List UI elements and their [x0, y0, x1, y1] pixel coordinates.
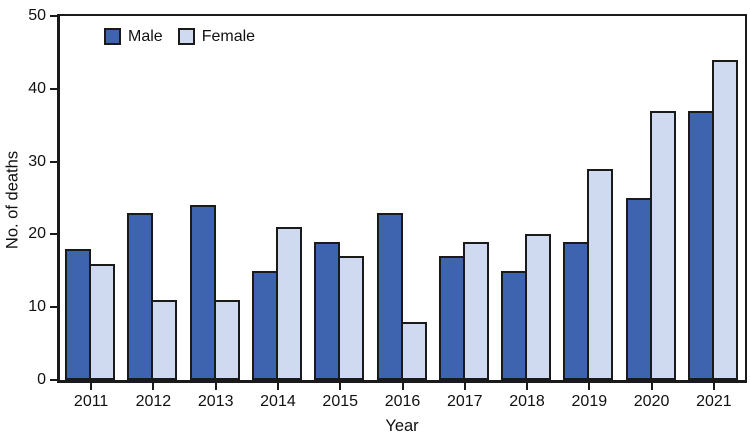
bar-female-2013: [213, 300, 240, 380]
y-tick: [50, 87, 57, 90]
y-tick: [50, 379, 57, 381]
bar-male-2012: [127, 213, 154, 380]
x-tick: [712, 383, 715, 390]
x-tick-label: 2012: [135, 393, 172, 410]
y-tick-label: 20: [28, 225, 46, 243]
bar-female-2019: [587, 169, 614, 380]
y-tick-label: 50: [28, 7, 46, 24]
y-tick: [50, 233, 57, 236]
x-tick: [152, 383, 155, 390]
x-tick-label: 2016: [384, 393, 421, 410]
x-tick: [463, 383, 466, 390]
bar-female-2018: [525, 234, 552, 380]
x-tick-label: 2017: [446, 393, 483, 410]
y-tick: [50, 15, 57, 17]
legend-item-male: Male: [104, 28, 163, 45]
bar-female-2015: [338, 256, 365, 380]
y-tick-label: 30: [28, 152, 46, 170]
bar-male-2017: [438, 256, 465, 380]
x-tick: [588, 383, 591, 390]
bar-male-2020: [625, 198, 652, 380]
x-tick: [401, 383, 404, 390]
bar-male-2011: [65, 249, 92, 380]
x-tick-label: 2014: [260, 393, 296, 410]
x-tick: [339, 383, 342, 390]
x-tick-label: 2011: [73, 393, 109, 410]
x-tick: [276, 383, 279, 390]
bar-male-2014: [251, 271, 278, 380]
bar-male-2015: [314, 242, 341, 380]
male-series-swatch: [104, 28, 121, 45]
bar-female-2017: [462, 242, 489, 380]
x-axis-title: Year: [385, 417, 419, 435]
x-tick-label: 2013: [197, 393, 234, 410]
legend-label-male: Male: [128, 28, 163, 45]
x-tick-label: 2020: [633, 393, 670, 410]
bar-male-2019: [563, 242, 590, 380]
plot-area: [57, 14, 747, 383]
bar-female-2011: [89, 264, 116, 380]
x-tick-label: 2021: [696, 393, 732, 410]
x-tick: [90, 383, 93, 390]
bar-female-2016: [400, 322, 427, 380]
bar-male-2018: [501, 271, 528, 380]
y-tick: [50, 160, 57, 163]
bar-male-2021: [687, 111, 714, 380]
x-tick: [650, 383, 653, 390]
legend-label-female: Female: [201, 28, 256, 45]
y-tick: [50, 306, 57, 309]
bar-female-2020: [649, 111, 676, 380]
x-tick-label: 2019: [571, 393, 608, 410]
y-axis-title: No. of deaths: [3, 150, 22, 250]
bar-female-2021: [711, 60, 738, 380]
female-series-swatch: [177, 28, 195, 45]
bar-male-2013: [189, 205, 216, 380]
y-tick-label: 0: [37, 371, 46, 388]
y-tick-label: 40: [28, 79, 46, 97]
x-tick-label: 2018: [509, 393, 545, 410]
x-tick: [214, 383, 217, 390]
x-tick-label: 2015: [322, 393, 359, 410]
legend: Male Female: [104, 28, 255, 45]
x-tick: [526, 383, 529, 390]
legend-item-female: Female: [177, 28, 256, 45]
bar-male-2016: [376, 213, 403, 380]
bar-female-2012: [151, 300, 178, 380]
bar-female-2014: [275, 227, 302, 380]
y-tick-label: 10: [28, 298, 46, 316]
